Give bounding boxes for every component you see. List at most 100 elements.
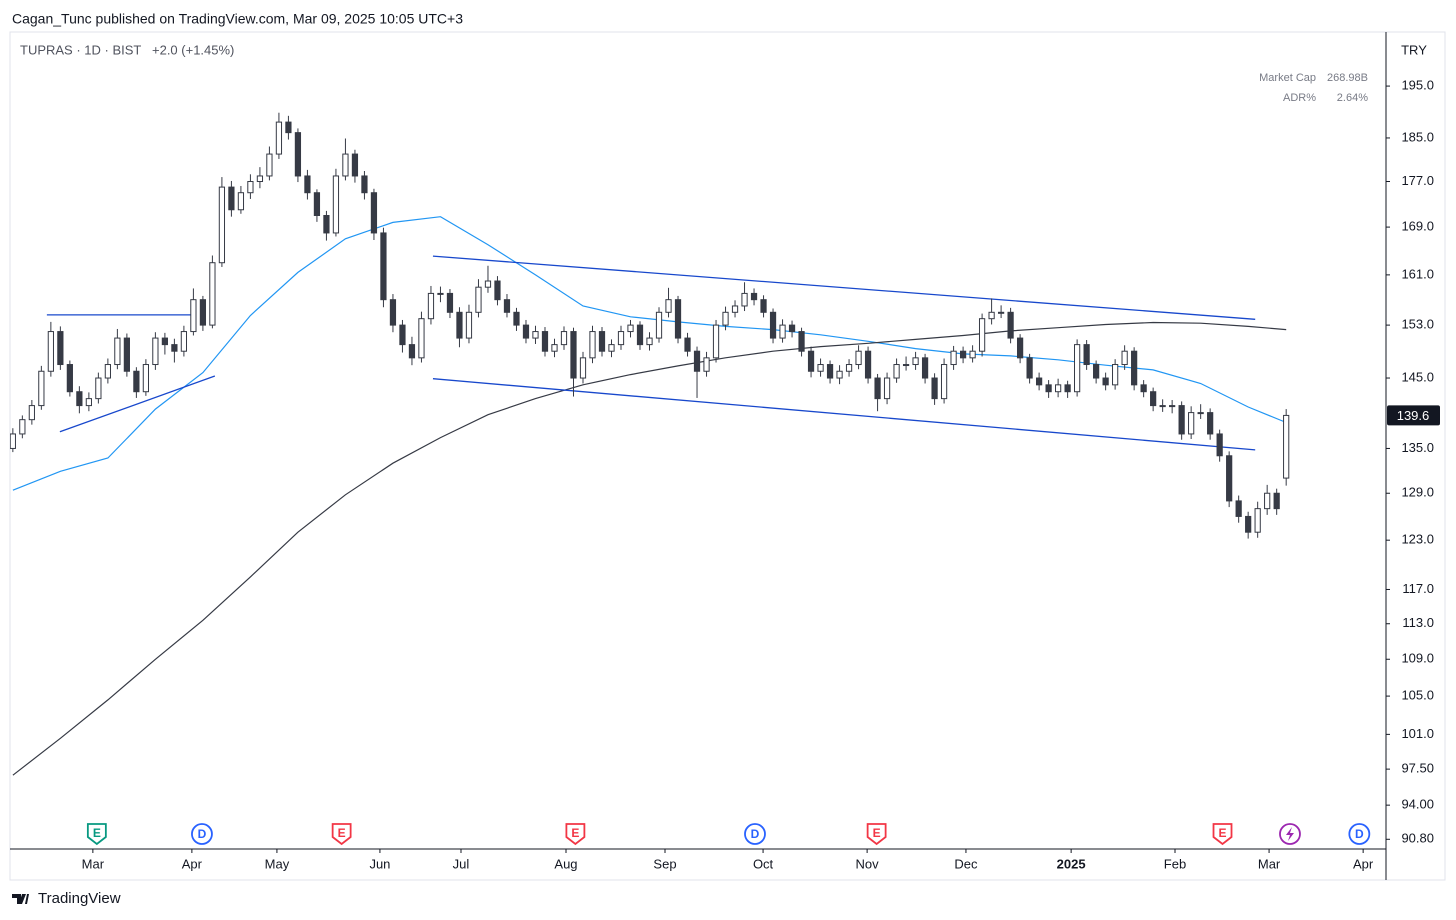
y-tick-label: 90.80	[1401, 831, 1434, 846]
candle-body	[1226, 455, 1233, 502]
candle-body	[465, 311, 473, 339]
candle-body	[418, 318, 425, 359]
candle-body	[969, 350, 976, 359]
candle	[76, 386, 83, 414]
candle	[123, 333, 130, 377]
candle	[446, 289, 454, 319]
candle-body	[513, 311, 520, 326]
candle	[997, 305, 1005, 319]
candle-body	[503, 299, 511, 313]
candle-body	[285, 121, 292, 134]
candle-body	[864, 350, 872, 379]
candle	[323, 210, 330, 241]
candle	[475, 279, 482, 318]
candle	[684, 332, 691, 357]
candle	[513, 307, 520, 331]
candle	[342, 138, 349, 181]
y-tick-label: 145.0	[1401, 369, 1434, 384]
candle-body	[579, 357, 587, 379]
candle-body	[171, 344, 178, 352]
candle-body	[351, 153, 359, 177]
candle	[66, 360, 73, 397]
candle-body	[978, 318, 986, 352]
plot-area	[10, 112, 1290, 776]
candle-body	[152, 337, 159, 366]
candle	[750, 288, 758, 306]
candle	[693, 346, 701, 398]
candle	[85, 392, 92, 412]
event-marker: D	[744, 823, 766, 845]
event-shield	[86, 823, 107, 846]
candle	[313, 189, 321, 222]
symbol-info: TUPRAS · 1D · BIST	[20, 42, 141, 57]
candle-body	[361, 175, 368, 194]
candle	[1150, 387, 1157, 412]
candle-body	[237, 192, 245, 211]
candle-body	[959, 350, 967, 359]
candle-body	[199, 299, 207, 326]
candle	[807, 346, 815, 378]
candle-body	[437, 292, 444, 295]
candle-body	[475, 286, 482, 313]
candle-body	[123, 337, 130, 372]
candle	[28, 400, 35, 425]
candle	[1064, 380, 1071, 398]
candle-body	[646, 337, 653, 346]
candle	[826, 360, 834, 384]
x-tick-label: Sep	[653, 856, 676, 871]
candle-body	[1178, 405, 1185, 435]
candle-body	[427, 292, 435, 320]
candle-body	[275, 121, 283, 155]
candle-body	[1197, 412, 1204, 415]
candle-body	[228, 186, 235, 211]
info-value: 2.64%	[1337, 92, 1368, 104]
candle-body	[1254, 508, 1261, 533]
brand-logo	[12, 894, 29, 904]
candle-body	[456, 311, 463, 339]
event-label: D	[198, 827, 207, 841]
y-tick-label: 185.0	[1401, 129, 1434, 144]
candle	[769, 308, 777, 344]
event-marker: E	[1212, 823, 1233, 846]
candle	[399, 319, 406, 353]
candle	[19, 415, 26, 439]
candle	[921, 353, 929, 384]
candle	[209, 255, 216, 329]
candle-body	[266, 153, 273, 177]
candle	[741, 282, 748, 312]
candle-body	[921, 357, 929, 379]
candle-body	[912, 357, 919, 366]
candle	[1045, 380, 1052, 398]
x-tick-label: Jun	[369, 856, 390, 871]
candle-body	[1169, 405, 1176, 408]
candle	[1207, 408, 1214, 440]
candle	[1216, 429, 1223, 462]
event-marker: D	[191, 823, 213, 845]
candle-body	[703, 357, 710, 372]
candle	[427, 285, 435, 325]
candle	[294, 128, 302, 183]
candle	[522, 319, 530, 344]
event-marker	[1279, 823, 1301, 845]
candle-body	[750, 292, 758, 301]
candle-body	[1216, 433, 1223, 457]
candle	[1055, 378, 1062, 398]
candle-body	[38, 370, 45, 407]
candle-body	[256, 175, 264, 183]
y-tick-label: 109.0	[1401, 651, 1434, 666]
candle-body	[1035, 377, 1043, 386]
candle-body	[836, 370, 843, 379]
event-shield	[866, 823, 887, 846]
candle	[1140, 380, 1147, 398]
y-tick-label: 195.0	[1401, 78, 1434, 93]
candle	[228, 180, 235, 217]
candle-body	[161, 337, 169, 346]
x-tick-label: Oct	[753, 856, 774, 871]
candle-body	[532, 331, 539, 339]
candle-body	[617, 331, 625, 346]
candle-body	[693, 350, 701, 372]
event-label: E	[93, 826, 101, 840]
candle-body	[190, 299, 197, 333]
candle-body	[114, 337, 121, 366]
